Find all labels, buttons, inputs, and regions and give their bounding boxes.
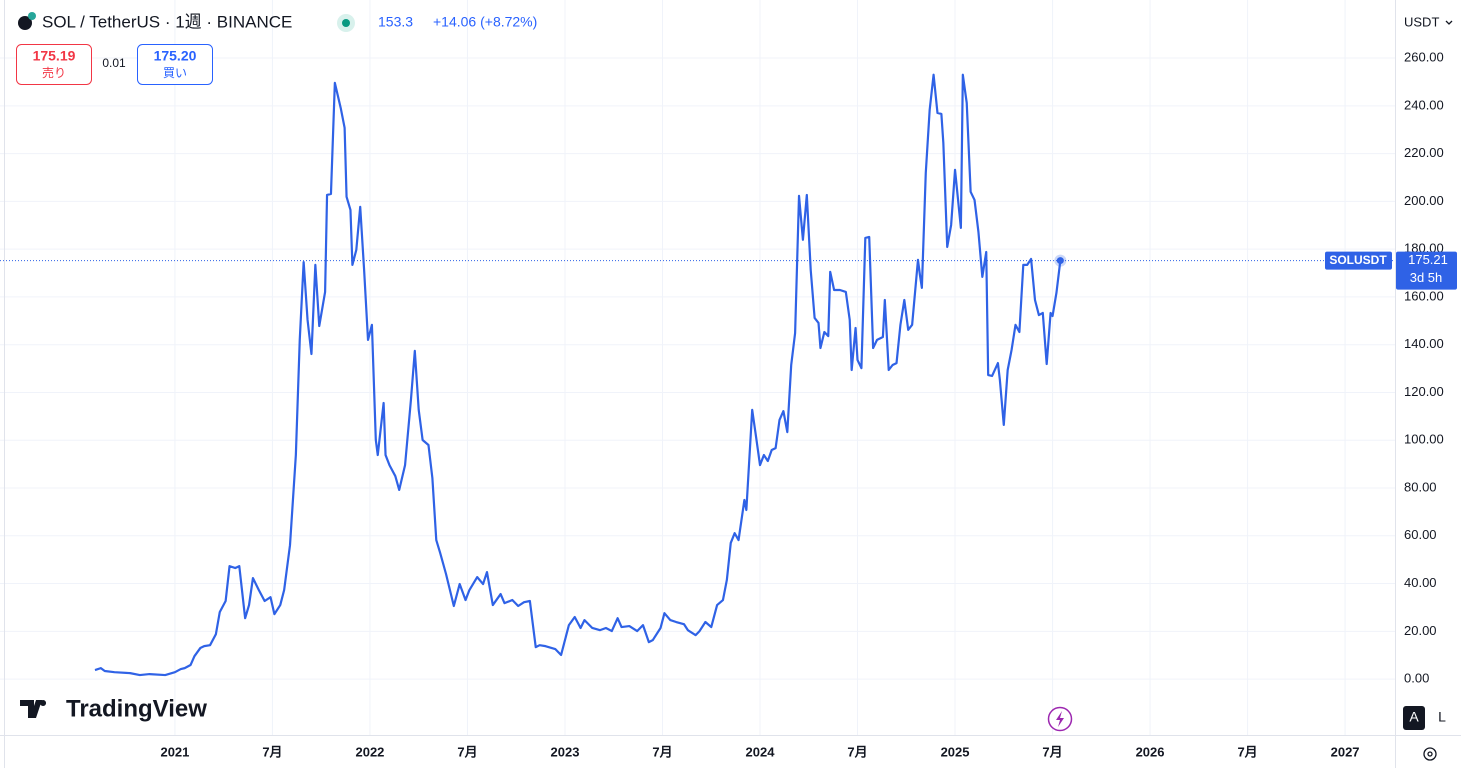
x-tick-label: 2021: [160, 744, 189, 759]
plot: [0, 73, 1395, 677]
currency[interactable]: USDT: [1404, 14, 1439, 29]
price-tag: [1396, 251, 1457, 290]
currency-selector[interactable]: USDT: [1404, 14, 1453, 29]
buy-button[interactable]: [137, 44, 213, 85]
price-tag-countdown: 3d 5h: [1410, 270, 1443, 285]
x-tick-label: 7月: [1042, 744, 1062, 759]
y-tick-label: 60.00: [1404, 527, 1437, 542]
auto-scale-button[interactable]: [1403, 706, 1425, 730]
sell-label[interactable]: 売り: [42, 65, 66, 80]
x-tick-label: 2024: [746, 744, 776, 759]
y-tick-label: 100.00: [1404, 432, 1444, 447]
symbol-title: SOL / TetherUS · 1週 · BINANCE: [42, 12, 292, 31]
market-status-dot: [342, 19, 350, 27]
x-tick-label: 7月: [652, 744, 672, 759]
price-change: +14.06 (+8.72%): [433, 14, 537, 30]
last-price: 153.3: [378, 14, 413, 30]
bid-price[interactable]: 175.19: [33, 48, 76, 64]
ask-price[interactable]: 175.20: [154, 48, 197, 64]
buy-label[interactable]: 買い: [163, 66, 187, 80]
brand-logo: [20, 700, 47, 718]
x-tick-label: 7月: [457, 744, 477, 759]
x-tick-label: 7月: [1237, 744, 1257, 759]
y-tick-label: 140.00: [1404, 336, 1444, 351]
brand-name: TradingView: [66, 695, 207, 722]
spread: 0.01: [102, 56, 126, 70]
y-tick-label: 160.00: [1404, 288, 1444, 303]
y-tick-label: 260.00: [1404, 49, 1444, 64]
y-tick-label: 240.00: [1404, 97, 1444, 112]
x-tick-label: 7月: [262, 744, 282, 759]
series-name: SOLUSDT: [1329, 253, 1387, 267]
y-tick-label: 0.00: [1404, 671, 1429, 686]
x-tick-label: 7月: [847, 744, 867, 759]
symbol-icon: [18, 16, 32, 30]
y-tick-label: 20.00: [1404, 623, 1437, 638]
x-tick-label: 2023: [551, 744, 580, 759]
series-tag: [1325, 251, 1392, 270]
x-tick-label: 2026: [1136, 744, 1165, 759]
auto-scale-label[interactable]: A: [1409, 709, 1419, 725]
last-point: [1056, 257, 1064, 265]
x-tick-label: 2022: [355, 744, 384, 759]
y-tick-label: 200.00: [1404, 193, 1444, 208]
grid: [0, 0, 1395, 735]
x-tick-label: 2027: [1331, 744, 1360, 759]
y-tick-label: 80.00: [1404, 479, 1437, 494]
dropdown-arrow[interactable]: [1445, 20, 1453, 25]
x-tick-label: 2025: [941, 744, 970, 759]
y-tick-label: 40.00: [1404, 575, 1437, 590]
price-tag-value: 175.21: [1408, 252, 1448, 267]
settings-icon-center[interactable]: [1427, 751, 1433, 757]
event-icon[interactable]: [1047, 706, 1073, 732]
brand: TradingView: [20, 695, 207, 722]
y-tick-label: 120.00: [1404, 384, 1444, 399]
y-tick-label: 220.00: [1404, 145, 1444, 160]
symbol-icon-badge: [28, 12, 36, 20]
log-scale-label[interactable]: L: [1438, 709, 1446, 725]
header: SOL / TetherUS · 1週 · BINANCE 153.3 +14.…: [16, 12, 537, 85]
price-line: [94, 73, 1062, 677]
sell-button[interactable]: [16, 44, 92, 85]
event-bolt[interactable]: [1056, 711, 1064, 727]
settings-icon[interactable]: [1423, 747, 1437, 761]
